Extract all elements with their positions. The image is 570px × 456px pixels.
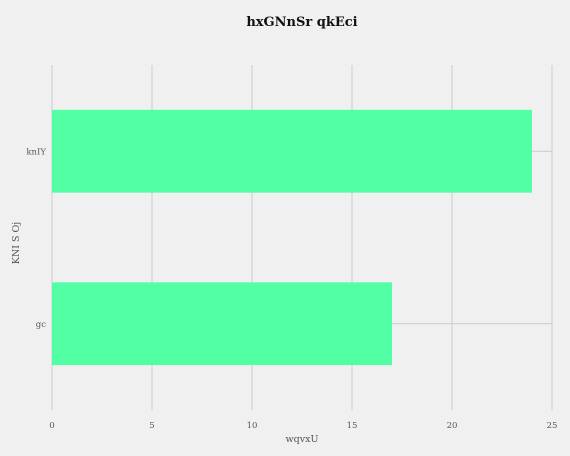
y-tick-label: knIY bbox=[26, 147, 46, 157]
x-tick-label: 25 bbox=[547, 421, 558, 431]
bar-knIY bbox=[52, 109, 532, 193]
y-axis-label: KNI S Oj bbox=[11, 222, 22, 264]
x-tick-label: 0 bbox=[49, 421, 54, 431]
x-tick-label: 5 bbox=[149, 421, 154, 431]
x-tick-label: 20 bbox=[447, 421, 458, 431]
bars bbox=[52, 109, 532, 366]
x-tick-label: 10 bbox=[247, 421, 258, 431]
bar-gc bbox=[52, 282, 392, 366]
chart-title: hxGNnSr qkEci bbox=[246, 15, 357, 30]
x-tick-label: 15 bbox=[347, 421, 358, 431]
y-tick-label: gc bbox=[36, 320, 46, 330]
x-axis-label: wqvxU bbox=[286, 434, 319, 445]
y-axis-ticks: knIY gc bbox=[26, 147, 46, 330]
x-axis-ticks: 0 5 10 15 20 25 bbox=[49, 421, 557, 431]
